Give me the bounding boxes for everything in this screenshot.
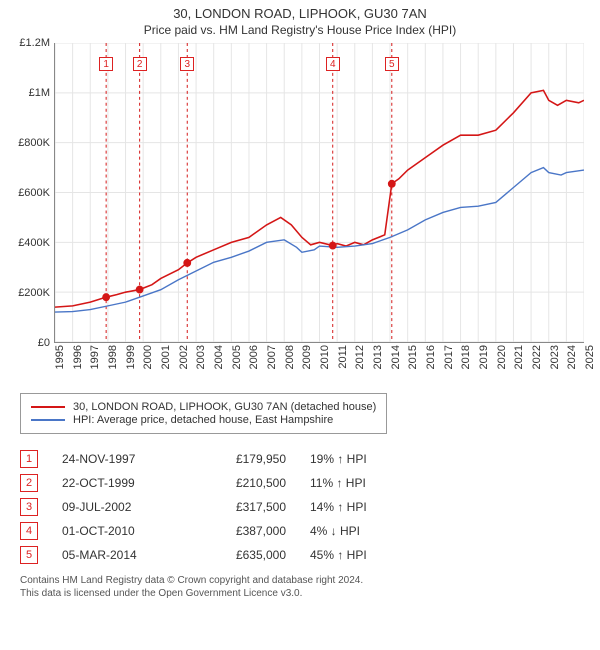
x-tick-label: 2019: [478, 345, 490, 369]
sale-price: £387,000: [196, 524, 286, 538]
footer: Contains HM Land Registry data © Crown c…: [20, 574, 580, 600]
y-tick-label: £1M: [29, 87, 50, 99]
chart-marker-1: 1: [99, 57, 113, 71]
sale-index-box: 4: [20, 522, 38, 540]
sale-date: 09-JUL-2002: [62, 500, 172, 514]
sale-price: £317,500: [196, 500, 286, 514]
legend-label: 30, LONDON ROAD, LIPHOOK, GU30 7AN (deta…: [73, 401, 376, 413]
footer-line-2: This data is licensed under the Open Gov…: [20, 587, 580, 600]
sale-row: 5 05-MAR-2014 £635,000 45% ↑ HPI: [20, 546, 580, 564]
x-tick-label: 2024: [566, 345, 578, 369]
x-tick-label: 2018: [460, 345, 472, 369]
x-tick-label: 2006: [248, 345, 260, 369]
footer-line-1: Contains HM Land Registry data © Crown c…: [20, 574, 580, 587]
x-tick-label: 2023: [549, 345, 561, 369]
y-tick-label: £600K: [18, 187, 50, 199]
sale-index-box: 3: [20, 498, 38, 516]
x-tick-label: 1997: [89, 345, 101, 369]
x-tick-label: 2016: [425, 345, 437, 369]
sale-row: 3 09-JUL-2002 £317,500 14% ↑ HPI: [20, 498, 580, 516]
y-tick-label: £0: [38, 337, 50, 349]
y-tick-label: £800K: [18, 137, 50, 149]
x-tick-label: 1999: [125, 345, 137, 369]
legend-swatch: [31, 419, 65, 421]
x-tick-label: 2011: [337, 345, 349, 369]
sale-row: 2 22-OCT-1999 £210,500 11% ↑ HPI: [20, 474, 580, 492]
sale-date: 05-MAR-2014: [62, 548, 172, 562]
x-tick-label: 2010: [319, 345, 331, 369]
chart-marker-4: 4: [326, 57, 340, 71]
x-tick-label: 2015: [407, 345, 419, 369]
chart-marker-5: 5: [385, 57, 399, 71]
y-axis-labels: £0£200K£400K£600K£800K£1M£1.2M: [10, 43, 54, 343]
y-tick-label: £200K: [18, 287, 50, 299]
sale-index-box: 5: [20, 546, 38, 564]
sales-table: 1 24-NOV-1997 £179,950 19% ↑ HPI 2 22-OCT-199…: [20, 450, 580, 564]
sale-price: £635,000: [196, 548, 286, 562]
plot-area: 1 2 3 4 5: [54, 43, 584, 343]
x-tick-label: 2008: [284, 345, 296, 369]
legend-item: HPI: Average price, detached house, East…: [31, 414, 376, 426]
y-tick-label: £400K: [18, 237, 50, 249]
sale-date: 01-OCT-2010: [62, 524, 172, 538]
x-tick-label: 1996: [72, 345, 84, 369]
y-tick-label: £1.2M: [19, 37, 50, 49]
sale-diff: 45% ↑ HPI: [310, 548, 410, 562]
sale-date: 24-NOV-1997: [62, 452, 172, 466]
x-tick-label: 2013: [372, 345, 384, 369]
x-tick-label: 2004: [213, 345, 225, 369]
chart-subtitle: Price paid vs. HM Land Registry's House …: [10, 23, 590, 37]
sale-diff: 14% ↑ HPI: [310, 500, 410, 514]
x-tick-label: 2020: [496, 345, 508, 369]
sale-row: 1 24-NOV-1997 £179,950 19% ↑ HPI: [20, 450, 580, 468]
x-tick-label: 2003: [195, 345, 207, 369]
x-tick-label: 2021: [513, 345, 525, 369]
sale-date: 22-OCT-1999: [62, 476, 172, 490]
x-tick-label: 1995: [54, 345, 66, 369]
legend-item: 30, LONDON ROAD, LIPHOOK, GU30 7AN (deta…: [31, 401, 376, 413]
legend: 30, LONDON ROAD, LIPHOOK, GU30 7AN (deta…: [20, 393, 387, 434]
sale-row: 4 01-OCT-2010 £387,000 4% ↓ HPI: [20, 522, 580, 540]
x-tick-label: 2009: [301, 345, 313, 369]
sale-diff: 19% ↑ HPI: [310, 452, 410, 466]
x-tick-label: 2025: [584, 345, 596, 369]
x-tick-label: 2001: [160, 345, 172, 369]
sale-diff: 4% ↓ HPI: [310, 524, 410, 538]
x-tick-label: 2002: [178, 345, 190, 369]
x-tick-label: 2007: [266, 345, 278, 369]
x-tick-label: 2000: [142, 345, 154, 369]
chart-title: 30, LONDON ROAD, LIPHOOK, GU30 7AN: [10, 6, 590, 21]
sale-index-box: 2: [20, 474, 38, 492]
x-tick-label: 2005: [231, 345, 243, 369]
x-tick-label: 1998: [107, 345, 119, 369]
sale-price: £210,500: [196, 476, 286, 490]
sale-index-box: 1: [20, 450, 38, 468]
x-tick-label: 2022: [531, 345, 543, 369]
sale-diff: 11% ↑ HPI: [310, 476, 410, 490]
x-tick-label: 2014: [390, 345, 402, 369]
chart-area: £0£200K£400K£600K£800K£1M£1.2M 12345 199…: [10, 43, 590, 383]
x-tick-label: 2012: [354, 345, 366, 369]
legend-label: HPI: Average price, detached house, East…: [73, 414, 333, 426]
x-tick-label: 2017: [443, 345, 455, 369]
chart-marker-2: 2: [133, 57, 147, 71]
chart-marker-3: 3: [180, 57, 194, 71]
legend-swatch: [31, 406, 65, 408]
x-axis-labels: 1995 1996 1997 1998 1999 2000 2001 2002 2003 2004…: [54, 343, 584, 383]
sale-price: £179,950: [196, 452, 286, 466]
chart-svg: [55, 43, 584, 342]
